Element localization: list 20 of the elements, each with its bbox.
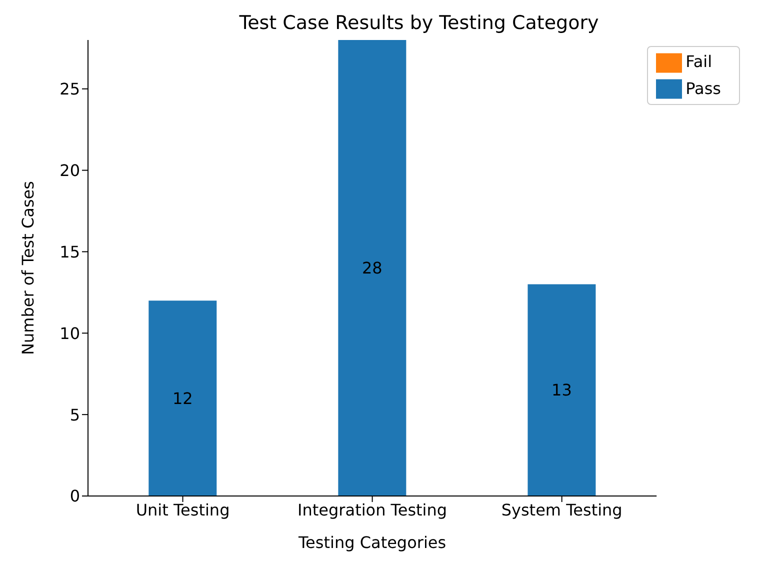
y-tick-label: 0 <box>70 486 80 506</box>
x-axis-title: Testing Categories <box>298 533 446 552</box>
y-tick-label: 15 <box>60 242 80 262</box>
bar <box>148 300 217 496</box>
bar <box>528 284 596 496</box>
y-tick-label: 25 <box>60 80 80 99</box>
data-label: 13 <box>552 380 572 400</box>
y-tick-label: 5 <box>70 405 80 424</box>
y-axis-title: Number of Test Cases <box>18 181 38 355</box>
chart-title: Test Case Results by Testing Category <box>238 12 600 34</box>
x-tick-label: System Testing <box>501 500 622 520</box>
x-tick-label: Integration Testing <box>298 500 448 520</box>
y-tick-label: 20 <box>60 160 80 180</box>
x-tick-label: Unit Testing <box>136 500 230 520</box>
data-label: 12 <box>172 388 193 408</box>
legend-label: Pass <box>686 78 721 98</box>
legend-label: Fail <box>686 52 712 71</box>
y-tick-label: 10 <box>60 324 80 343</box>
data-label: 28 <box>362 258 382 278</box>
bar <box>338 40 406 496</box>
